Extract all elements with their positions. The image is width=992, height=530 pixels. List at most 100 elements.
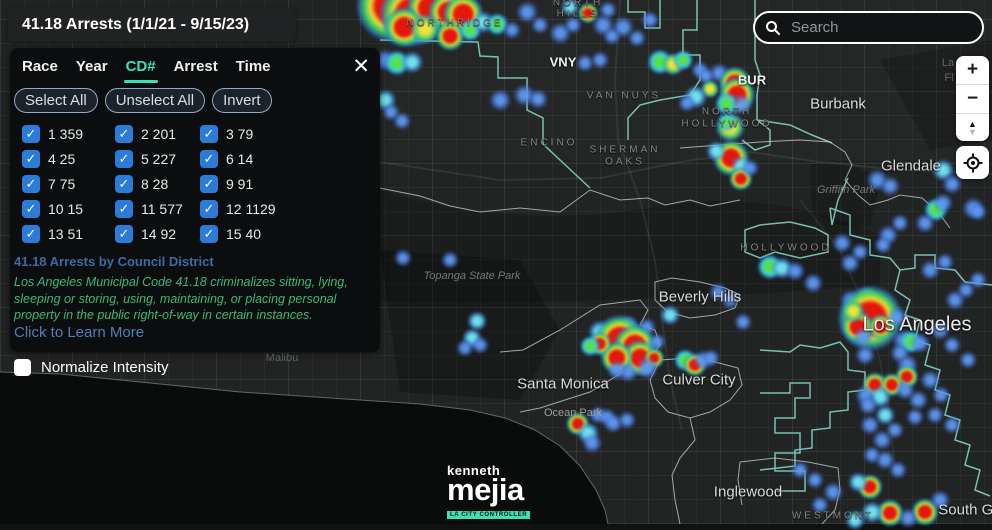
heat-blob (791, 461, 809, 479)
district-grid: ✓ 1 359 ✓ 2 201 ✓ 3 79 ✓ 4 25 ✓ 5 227 ✓ 6 14 ✓ 7 75 ✓ 8… (22, 125, 276, 243)
normalize-checkbox[interactable] (14, 359, 31, 376)
map-label-south-ga: South Ga (938, 501, 992, 519)
heat-blob (471, 336, 489, 354)
heat-blob (861, 501, 883, 523)
district-label: 14 92 (141, 226, 177, 242)
checkbox-checked-icon[interactable]: ✓ (200, 125, 218, 143)
tab-arrest[interactable]: Arrest (173, 58, 218, 75)
heat-blob (895, 380, 915, 400)
district-checkbox-7[interactable]: ✓ 7 75 (22, 175, 115, 193)
heat-blob (503, 21, 521, 39)
checkbox-checked-icon[interactable]: ✓ (22, 150, 40, 168)
district-checkbox-2[interactable]: ✓ 2 201 (115, 125, 200, 143)
district-checkbox-6[interactable]: ✓ 6 14 (200, 150, 276, 168)
checkbox-checked-icon[interactable]: ✓ (115, 150, 133, 168)
title-bar: 41.18 Arrests (1/1/21 - 9/15/23) (8, 8, 296, 42)
heat-blob (920, 260, 940, 280)
geolocate-button[interactable] (956, 146, 989, 179)
heat-blob (528, 89, 548, 109)
checkbox-checked-icon[interactable]: ✓ (200, 175, 218, 193)
heat-blob (580, 336, 600, 356)
filter-panel: Race Year CD# Arrest Time ✕ Select All U… (10, 48, 380, 352)
heat-blob (969, 203, 987, 221)
heat-blob (880, 176, 900, 196)
district-label: 13 51 (48, 226, 84, 242)
district-label: 9 91 (226, 176, 254, 192)
learn-more-link[interactable]: Click to Learn More (14, 324, 145, 341)
logo-first-name: kenneth (447, 463, 501, 478)
search-bar (753, 11, 984, 44)
heat-blob (709, 283, 727, 301)
unselect-all-button[interactable]: Unselect All (104, 88, 206, 113)
heat-blob (401, 51, 423, 73)
pitch-toggle-button[interactable]: ▲ ▼ (956, 114, 989, 141)
normalize-intensity-toggle[interactable]: Normalize Intensity (14, 359, 169, 376)
heat-blob (832, 233, 852, 253)
checkbox-checked-icon[interactable]: ✓ (115, 225, 133, 243)
district-label: 10 15 (48, 201, 84, 217)
district-checkbox-4[interactable]: ✓ 4 25 (22, 150, 115, 168)
page-title: 41.18 Arrests (1/1/21 - 9/15/23) (22, 16, 250, 33)
heat-blob (943, 416, 961, 434)
heat-blob (516, 1, 538, 23)
checkbox-checked-icon[interactable]: ✓ (115, 125, 133, 143)
district-checkbox-10[interactable]: ✓ 10 15 (22, 200, 115, 218)
tab-year[interactable]: Year (75, 58, 108, 75)
district-checkbox-13[interactable]: ✓ 13 51 (22, 225, 115, 243)
checkbox-checked-icon[interactable]: ✓ (115, 200, 133, 218)
invert-button[interactable]: Invert (212, 88, 272, 113)
selection-actions: Select All Unselect All Invert (14, 88, 272, 113)
checkbox-checked-icon[interactable]: ✓ (115, 175, 133, 193)
map-label-inglewood: Inglewood (713, 483, 783, 501)
tab-cd[interactable]: CD# (123, 58, 158, 83)
heat-blob (889, 461, 907, 479)
heat-blob (734, 313, 752, 331)
heat-blob (706, 141, 726, 161)
map-label-hills: HILLS (556, 8, 600, 20)
heat-blob (936, 253, 954, 271)
tab-race[interactable]: Race (22, 58, 58, 75)
checkbox-checked-icon[interactable]: ✓ (22, 175, 40, 193)
map-label-north: NORTH (552, 0, 604, 9)
checkbox-checked-icon[interactable]: ✓ (200, 150, 218, 168)
checkbox-checked-icon[interactable]: ✓ (22, 125, 40, 143)
heat-blob (943, 336, 961, 354)
district-checkbox-12[interactable]: ✓ 12 1129 (200, 200, 276, 218)
district-checkbox-1[interactable]: ✓ 1 359 (22, 125, 115, 143)
heat-blob (930, 490, 950, 510)
district-label: 15 40 (226, 226, 262, 242)
district-checkbox-14[interactable]: ✓ 14 92 (115, 225, 200, 243)
heat-blob (591, 51, 609, 69)
heat-blob (860, 415, 880, 435)
map-label-la: La (941, 57, 955, 69)
checkbox-checked-icon[interactable]: ✓ (22, 225, 40, 243)
heat-blob (599, 1, 617, 19)
heat-blob (673, 50, 693, 70)
heat-blob (874, 236, 892, 254)
district-checkbox-5[interactable]: ✓ 5 227 (115, 150, 200, 168)
district-checkbox-3[interactable]: ✓ 3 79 (200, 125, 276, 143)
checkbox-checked-icon[interactable]: ✓ (200, 225, 218, 243)
district-checkbox-11[interactable]: ✓ 11 577 (115, 200, 200, 218)
district-checkbox-15[interactable]: ✓ 15 40 (200, 225, 276, 243)
district-label: 7 75 (48, 176, 76, 192)
heat-blob (858, 395, 878, 415)
heat-blob (489, 89, 511, 111)
heat-blob (641, 11, 659, 29)
district-checkbox-8[interactable]: ✓ 8 28 (115, 175, 200, 193)
select-all-button[interactable]: Select All (14, 88, 98, 113)
close-icon[interactable]: ✕ (352, 55, 370, 78)
map-label-topanga-state-park: Topanga State Park (423, 270, 521, 282)
search-input[interactable] (789, 18, 963, 37)
district-checkbox-9[interactable]: ✓ 9 91 (200, 175, 276, 193)
zoom-out-button[interactable]: − (956, 85, 989, 113)
heat-blob (603, 413, 623, 433)
checkbox-checked-icon[interactable]: ✓ (22, 200, 40, 218)
heat-blob (648, 333, 666, 351)
map-label-culver-city: Culver City (662, 371, 736, 389)
zoom-in-button[interactable]: + (956, 56, 989, 84)
checkbox-checked-icon[interactable]: ✓ (200, 200, 218, 218)
tab-time[interactable]: Time (235, 58, 271, 75)
